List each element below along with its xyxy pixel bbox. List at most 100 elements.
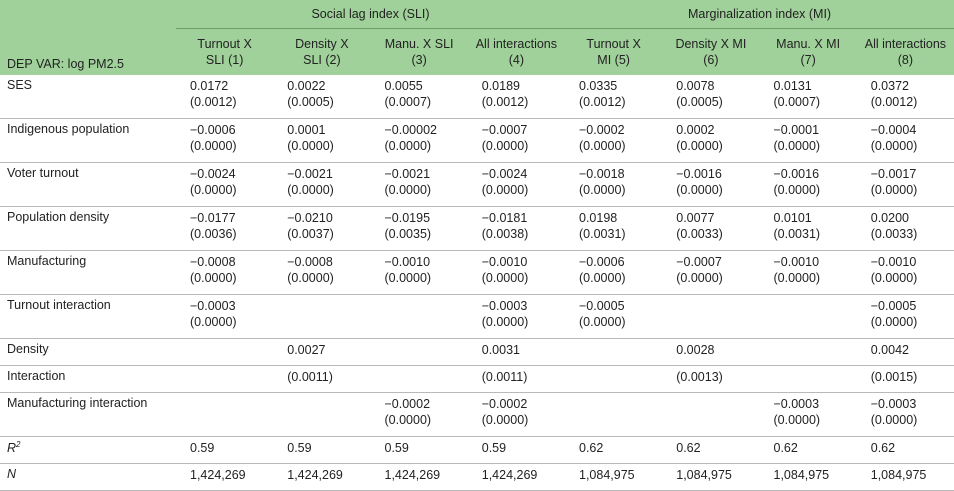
table-cell: −0.0010 (0.0000) — [857, 250, 954, 294]
row-label-text: Interaction — [7, 368, 66, 383]
table-cell: 0.0372 (0.0012) — [857, 75, 954, 119]
cell-value: 0.0002 — [676, 122, 715, 137]
column-header-line: Turnout X — [197, 36, 252, 51]
cell-std-error: (0.0000) — [190, 138, 237, 153]
cell-std-error: (0.0000) — [481, 182, 529, 197]
table-cell: 0.62 — [857, 436, 954, 463]
column-header-line: Turnout X — [586, 36, 641, 51]
table-cell: −0.0010 (0.0000) — [468, 250, 565, 294]
table-cell: −0.0007 (0.0000) — [468, 118, 565, 162]
table-cell — [662, 392, 759, 436]
cell-value: −0.0018 — [579, 166, 625, 181]
table-row: Manufacturing −0.0008 (0.0000) −0.0008 (0.00… — [0, 250, 954, 294]
cell-value: 1,424,269 — [384, 467, 441, 482]
cell-std-error: (0.0000) — [190, 182, 237, 197]
table-cell: −0.00002 (0.0000) — [371, 118, 468, 162]
cell-std-error: (0.0005) — [287, 94, 334, 109]
column-header-line: SLI (1) — [205, 52, 244, 67]
cell-value: −0.0003 — [190, 298, 236, 313]
cell-value: −0.0024 — [481, 166, 528, 181]
cell-std-error: (0.0007) — [773, 94, 821, 109]
cell-std-error: (0.0005) — [676, 94, 723, 109]
cell-std-error: (0.0033) — [870, 226, 918, 241]
cell-std-error: (0.0000) — [287, 182, 334, 197]
cell-value: −0.0181 — [481, 210, 528, 225]
column-header-2: Density X SLI (2) — [273, 28, 371, 75]
cell-value: −0.0008 — [190, 254, 236, 269]
column-header-line: (6) — [703, 52, 719, 67]
cell-value: 0.0372 — [870, 78, 909, 93]
cell-value: −0.0003 — [870, 396, 917, 411]
group-header-mi: Marginalization index (MI) — [565, 0, 954, 29]
column-header-4: All interactions (4) — [467, 28, 565, 75]
column-header-line: Manu. X SLI — [384, 36, 454, 51]
cell-std-error: (0.0000) — [870, 412, 918, 427]
table-cell: 0.0078 (0.0005) — [662, 75, 759, 119]
column-header-3: Manu. X SLI (3) — [370, 28, 468, 75]
cell-value: (0.0011) — [287, 369, 333, 384]
cell-std-error: (0.0000) — [579, 314, 626, 329]
cell-value: −0.0024 — [190, 166, 236, 181]
cell-value: −0.0007 — [676, 254, 722, 269]
cell-std-error: (0.0000) — [190, 314, 237, 329]
table-cell: −0.0002 (0.0000) — [468, 392, 565, 436]
table-cell: (0.0015) — [857, 365, 954, 392]
table-cell — [371, 338, 468, 365]
row-label-superscript: 2 — [16, 439, 21, 449]
cell-value: 0.0022 — [287, 78, 326, 93]
cell-value: 0.0042 — [870, 342, 909, 357]
table-cell: 0.0031 — [468, 338, 565, 365]
cell-value: 0.0131 — [773, 78, 812, 93]
row-label-text: Manufacturing — [7, 253, 87, 268]
cell-value: 0.0172 — [190, 78, 229, 93]
table-cell: −0.0007 (0.0000) — [662, 250, 759, 294]
cell-std-error: (0.0038) — [481, 226, 529, 241]
table-cell: −0.0017 (0.0000) — [857, 162, 954, 206]
table-row: Population density −0.0177 (0.0036) −0.0210… — [0, 206, 954, 250]
cell-std-error: (0.0035) — [384, 226, 432, 241]
cell-value: −0.0016 — [676, 166, 722, 181]
table-cell: −0.0010 (0.0000) — [760, 250, 857, 294]
column-header-8: All interactions (8) — [856, 28, 954, 75]
table-cell: −0.0006 (0.0000) — [176, 118, 273, 162]
cell-value: (0.0015) — [870, 369, 918, 384]
column-header-line: SLI (2) — [303, 52, 341, 67]
cell-value: (0.0011) — [481, 369, 528, 384]
table-cell: 0.59 — [176, 436, 273, 463]
table-cell: 0.0200 (0.0033) — [857, 206, 954, 250]
row-label-text: Voter turnout — [7, 165, 79, 180]
table-cell: −0.0024 (0.0000) — [468, 162, 565, 206]
cell-value: 0.0031 — [481, 342, 520, 357]
cell-std-error: (0.0012) — [190, 94, 237, 109]
row-label: Indigenous population — [0, 118, 176, 162]
row-label-text: Manufacturing interaction — [7, 395, 148, 410]
cell-value: −0.0006 — [190, 122, 236, 137]
cell-value: −0.0195 — [384, 210, 431, 225]
row-label-text: N — [7, 466, 17, 481]
table-cell: (0.0011) — [468, 365, 565, 392]
table-cell: −0.0003 (0.0000) — [176, 294, 273, 338]
column-header-line: (7) — [800, 52, 816, 67]
cell-value: 0.0027 — [287, 342, 326, 357]
cell-value: −0.0010 — [384, 254, 431, 269]
cell-std-error: (0.0007) — [384, 94, 432, 109]
column-header-7: Manu. X MI (7) — [759, 28, 857, 75]
cell-value: 1,084,975 — [579, 467, 635, 482]
table-cell: 0.0131 (0.0007) — [760, 75, 857, 119]
table-cell: −0.0016 (0.0000) — [760, 162, 857, 206]
cell-std-error: (0.0000) — [676, 270, 723, 285]
table-cell: 0.0022 (0.0005) — [273, 75, 370, 119]
table-cell: −0.0008 (0.0000) — [176, 250, 273, 294]
table-cell: −0.0021 (0.0000) — [273, 162, 370, 206]
table-cell: −0.0177 (0.0036) — [176, 206, 273, 250]
table-cell: 0.0002 (0.0000) — [662, 118, 759, 162]
cell-std-error: (0.0012) — [579, 94, 626, 109]
cell-std-error: (0.0000) — [384, 270, 432, 285]
cell-std-error: (0.0000) — [287, 138, 334, 153]
cell-std-error: (0.0000) — [579, 182, 626, 197]
cell-value: 1,424,269 — [190, 467, 246, 482]
table-cell — [371, 294, 468, 338]
table-cell: 0.0172 (0.0012) — [176, 75, 273, 119]
cell-value: −0.0177 — [190, 210, 236, 225]
